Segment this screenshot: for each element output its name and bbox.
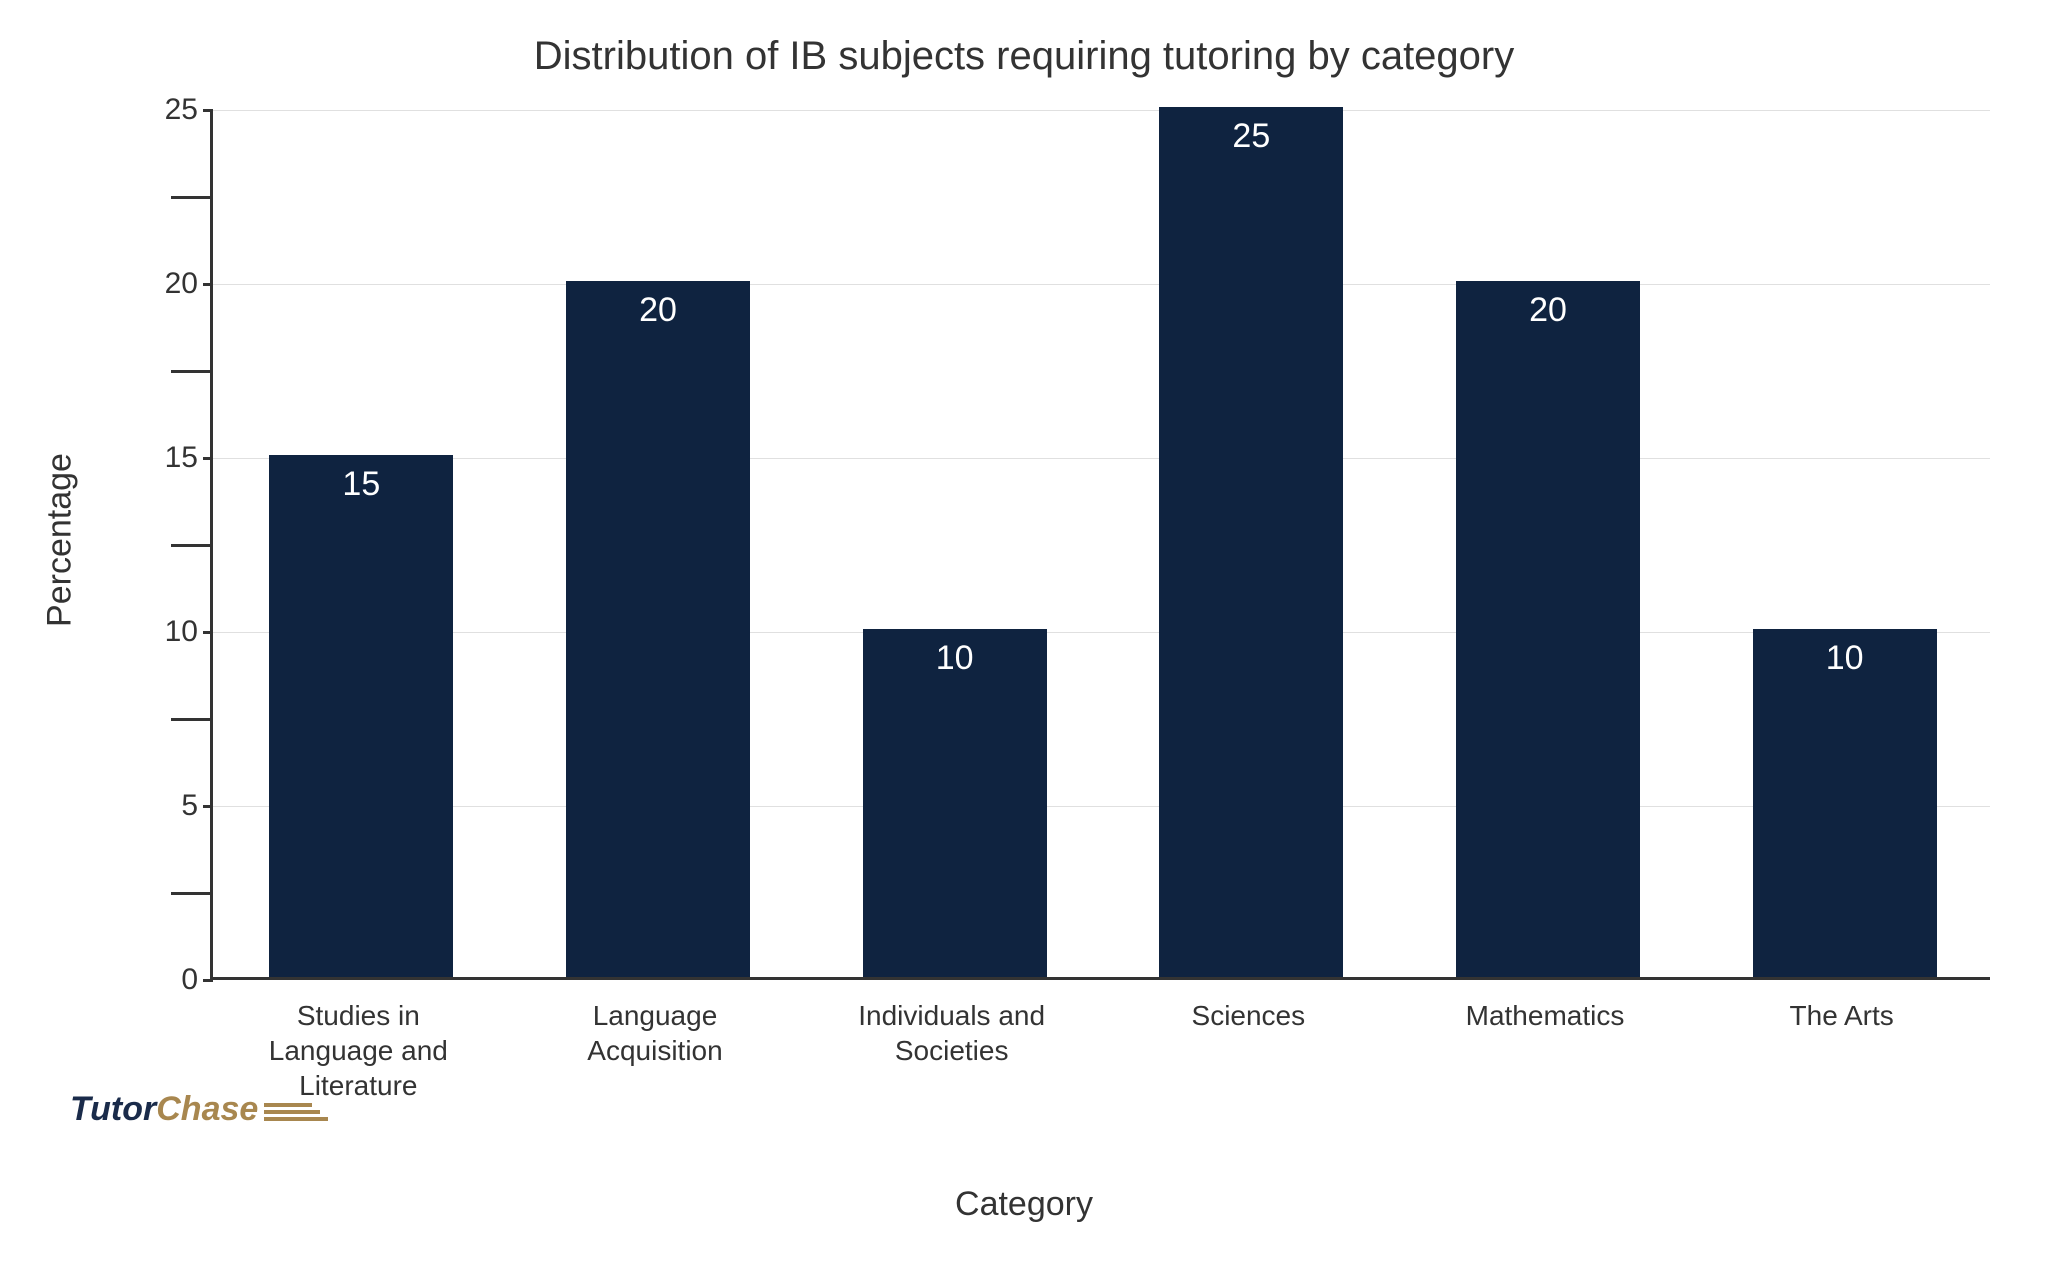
y-tick bbox=[203, 979, 213, 982]
y-tick-label: 0 bbox=[181, 963, 198, 997]
x-tick-label: Sciences bbox=[1100, 998, 1397, 1033]
gridline bbox=[213, 110, 1990, 111]
x-tick-label: Mathematics bbox=[1397, 998, 1694, 1033]
y-tick-minor bbox=[171, 544, 213, 547]
x-axis-label: Category bbox=[0, 1185, 2048, 1224]
y-tick-label: 5 bbox=[181, 789, 198, 823]
gridline bbox=[213, 806, 1990, 807]
bar-value-label: 20 bbox=[566, 291, 750, 330]
logo-tutor-text: Tutor bbox=[70, 1090, 156, 1129]
y-axis-label: Percentage bbox=[41, 453, 80, 627]
y-tick-label: 25 bbox=[165, 93, 198, 127]
y-tick-minor bbox=[171, 718, 213, 721]
gridline bbox=[213, 458, 1990, 459]
bar: 20 bbox=[566, 281, 750, 977]
plot-area: 15 20 10 25 20 10 bbox=[210, 110, 1990, 980]
y-tick bbox=[203, 109, 213, 112]
bar-value-label: 10 bbox=[863, 639, 1047, 678]
y-tick-label: 10 bbox=[165, 615, 198, 649]
bar-value-label: 15 bbox=[269, 465, 453, 504]
y-tick-minor bbox=[171, 370, 213, 373]
y-tick-label: 15 bbox=[165, 441, 198, 475]
chart-title: Distribution of IB subjects requiring tu… bbox=[0, 34, 2048, 79]
logo-lines-icon bbox=[264, 1100, 328, 1124]
bar: 25 bbox=[1159, 107, 1343, 977]
gridline bbox=[213, 284, 1990, 285]
y-tick bbox=[203, 457, 213, 460]
x-tick-label: The Arts bbox=[1693, 998, 1990, 1033]
bar: 15 bbox=[269, 455, 453, 977]
y-tick-minor bbox=[171, 892, 213, 895]
chart-container: Distribution of IB subjects requiring tu… bbox=[0, 0, 2048, 1264]
bar-value-label: 10 bbox=[1753, 639, 1937, 678]
x-tick-label: Studies inLanguage andLiterature bbox=[210, 998, 507, 1103]
bar-value-label: 25 bbox=[1159, 117, 1343, 156]
x-tick-label: LanguageAcquisition bbox=[507, 998, 804, 1068]
bar: 20 bbox=[1456, 281, 1640, 977]
gridline bbox=[213, 632, 1990, 633]
bar: 10 bbox=[863, 629, 1047, 977]
y-tick-label: 20 bbox=[165, 267, 198, 301]
y-tick bbox=[203, 283, 213, 286]
y-tick-minor bbox=[171, 196, 213, 199]
bar-value-label: 20 bbox=[1456, 291, 1640, 330]
y-tick bbox=[203, 805, 213, 808]
y-tick bbox=[203, 631, 213, 634]
x-tick-label: Individuals andSocieties bbox=[803, 998, 1100, 1068]
bar: 10 bbox=[1753, 629, 1937, 977]
